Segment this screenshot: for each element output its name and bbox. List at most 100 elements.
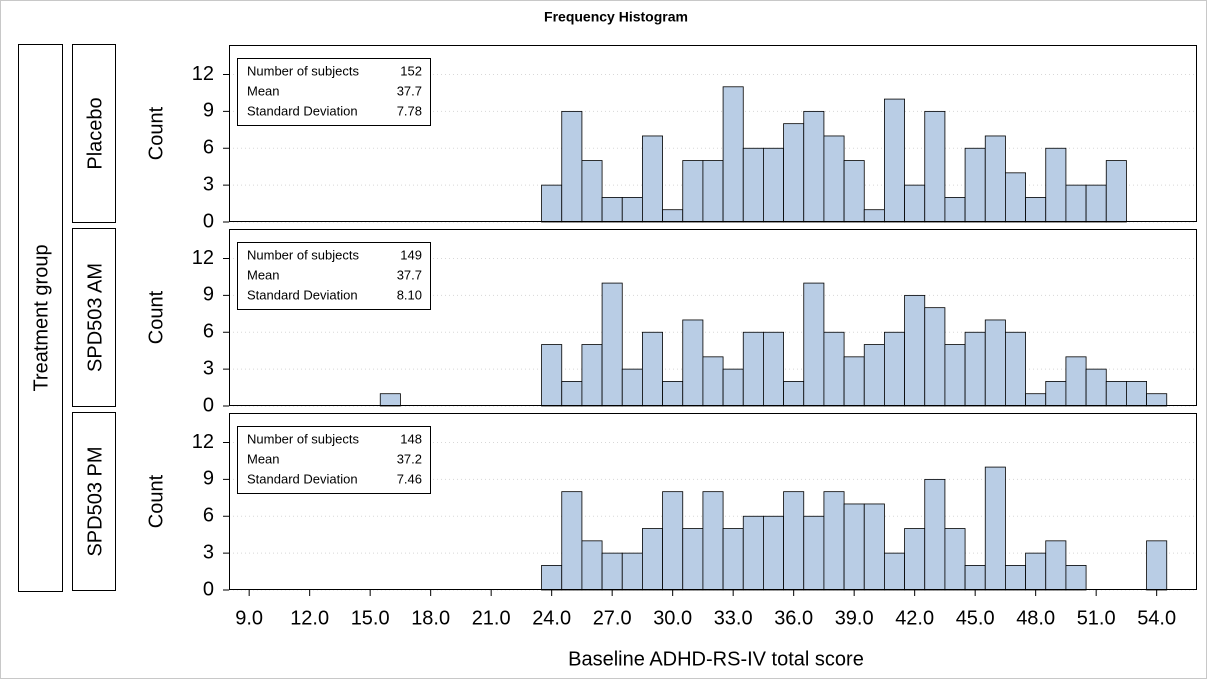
bar bbox=[823, 135, 845, 223]
bar bbox=[1085, 184, 1107, 223]
bar bbox=[702, 491, 724, 591]
panel-label-box bbox=[72, 412, 116, 591]
stats-value: 148 bbox=[400, 431, 422, 446]
bar bbox=[964, 565, 986, 591]
y-tick-label: 3 bbox=[203, 541, 214, 563]
bar bbox=[682, 160, 704, 223]
bar bbox=[682, 528, 704, 591]
x-axis-label: Baseline ADHD-RS-IV total score bbox=[568, 648, 864, 670]
stats-value: 37.2 bbox=[397, 451, 422, 466]
bar bbox=[843, 503, 865, 591]
y-tick-label: 12 bbox=[192, 431, 214, 453]
bar bbox=[783, 381, 805, 407]
y-tick-label: 0 bbox=[203, 210, 214, 232]
y-tick-label: 3 bbox=[203, 357, 214, 379]
panel-label-box bbox=[72, 228, 116, 407]
stats-name: Standard Deviation bbox=[247, 103, 358, 118]
y-tick-label: 9 bbox=[203, 100, 214, 122]
x-tick-label: 24.0 bbox=[532, 607, 571, 629]
bar bbox=[984, 466, 1006, 591]
stats-name: Mean bbox=[247, 451, 280, 466]
bar bbox=[924, 478, 946, 591]
bar bbox=[843, 160, 865, 223]
stats-box bbox=[237, 58, 431, 126]
stats-box bbox=[237, 242, 431, 310]
bar bbox=[621, 368, 643, 407]
bar bbox=[541, 565, 563, 591]
y-tick-label: 12 bbox=[192, 63, 214, 85]
y-tick-label: 6 bbox=[203, 505, 214, 527]
bar bbox=[884, 331, 905, 407]
x-tick-label: 18.0 bbox=[411, 607, 450, 629]
bar bbox=[702, 160, 724, 223]
bar bbox=[884, 98, 905, 223]
stats-value: 37.7 bbox=[397, 267, 422, 282]
plot-frame bbox=[229, 413, 1197, 590]
stats-name: Mean bbox=[247, 267, 280, 282]
stats-name: Number of subjects bbox=[247, 247, 359, 262]
bar bbox=[379, 393, 401, 407]
stats-value: 37.7 bbox=[397, 83, 422, 98]
bar bbox=[642, 528, 663, 591]
stats-value: 8.10 bbox=[397, 287, 422, 302]
x-tick-label: 27.0 bbox=[593, 607, 632, 629]
bar bbox=[763, 147, 784, 223]
bar bbox=[1005, 172, 1026, 223]
bar bbox=[904, 294, 926, 407]
panel-label: SPD503 AM bbox=[84, 263, 106, 372]
bar bbox=[1065, 356, 1087, 407]
bar bbox=[944, 344, 966, 407]
bar bbox=[581, 344, 603, 407]
bar bbox=[702, 356, 724, 407]
x-tick-label: 33.0 bbox=[714, 607, 753, 629]
bar bbox=[541, 184, 563, 223]
x-tick-label: 48.0 bbox=[1016, 607, 1055, 629]
bar bbox=[1025, 552, 1047, 591]
bar bbox=[682, 319, 704, 407]
bar bbox=[763, 331, 784, 407]
bar bbox=[863, 209, 885, 223]
y-tick-label: 6 bbox=[203, 137, 214, 159]
x-tick-label: 36.0 bbox=[774, 607, 813, 629]
x-tick-label: 51.0 bbox=[1077, 607, 1116, 629]
x-tick-label: 54.0 bbox=[1137, 607, 1176, 629]
x-tick-label: 21.0 bbox=[472, 607, 511, 629]
bar bbox=[863, 503, 885, 591]
bar bbox=[1105, 381, 1127, 407]
bar bbox=[1045, 540, 1067, 591]
bar bbox=[1146, 393, 1168, 407]
x-tick-label: 15.0 bbox=[351, 607, 390, 629]
bar bbox=[1146, 540, 1168, 591]
bar bbox=[1005, 331, 1026, 407]
bar bbox=[1025, 393, 1047, 407]
y-tick-label: 0 bbox=[203, 394, 214, 416]
bar bbox=[601, 552, 623, 591]
stats-value: 7.46 bbox=[397, 471, 422, 486]
bar bbox=[621, 197, 643, 223]
bar bbox=[803, 515, 825, 591]
bar bbox=[964, 147, 986, 223]
bar bbox=[581, 160, 603, 223]
bar bbox=[944, 528, 966, 591]
bar bbox=[803, 110, 825, 223]
group-box bbox=[18, 44, 63, 592]
stats-name: Mean bbox=[247, 83, 280, 98]
bar bbox=[984, 319, 1006, 407]
bar bbox=[662, 491, 684, 591]
bar bbox=[1025, 197, 1047, 223]
panel-label-box bbox=[72, 44, 116, 223]
y-axis-label: Count bbox=[145, 106, 167, 160]
bar bbox=[1045, 147, 1067, 223]
bar bbox=[541, 344, 563, 407]
bar bbox=[783, 123, 805, 223]
plot-frame bbox=[229, 229, 1197, 406]
bar bbox=[924, 110, 946, 223]
bar bbox=[863, 344, 885, 407]
stats-name: Standard Deviation bbox=[247, 471, 358, 486]
bar bbox=[823, 491, 845, 591]
panel-label: Placebo bbox=[84, 97, 106, 169]
bar bbox=[742, 515, 764, 591]
bar bbox=[722, 528, 744, 591]
bar bbox=[984, 135, 1006, 223]
y-tick-label: 3 bbox=[203, 173, 214, 195]
